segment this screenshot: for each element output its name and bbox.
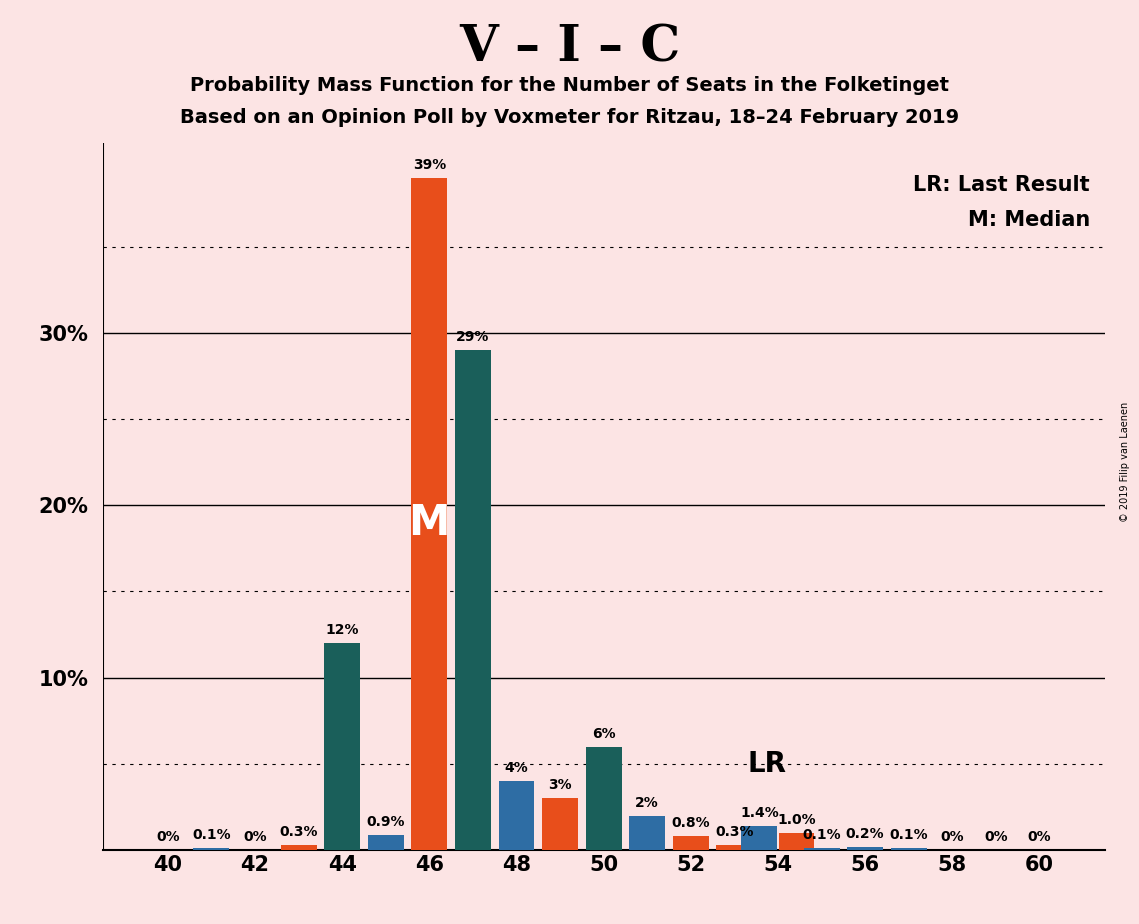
Text: 39%: 39% [412,158,446,172]
Bar [325,643,360,850]
Text: M: Median: M: Median [967,211,1090,230]
Text: 29%: 29% [457,330,490,344]
Text: 4%: 4% [505,761,528,775]
Text: 12%: 12% [326,623,359,638]
Text: 0%: 0% [156,830,180,844]
Bar [847,846,883,850]
Text: 0%: 0% [984,830,1008,844]
Text: LR: LR [747,750,787,778]
Text: 0%: 0% [1027,830,1051,844]
Text: Based on an Opinion Poll by Voxmeter for Ritzau, 18–24 February 2019: Based on an Opinion Poll by Voxmeter for… [180,108,959,128]
Text: V – I – C: V – I – C [459,23,680,72]
Bar [891,848,927,850]
Text: 0.1%: 0.1% [192,828,231,843]
Bar [542,798,579,850]
Bar [585,747,622,850]
Text: 0.9%: 0.9% [367,815,405,829]
Text: 1.4%: 1.4% [740,806,779,820]
Bar [194,848,229,850]
Bar [779,833,814,850]
Bar [716,845,753,850]
Text: 6%: 6% [592,726,615,741]
Text: 3%: 3% [548,778,572,792]
Text: 0.8%: 0.8% [672,816,710,831]
Bar [741,826,778,850]
Bar [804,848,839,850]
Text: 0.3%: 0.3% [715,825,754,839]
Text: © 2019 Filip van Laenen: © 2019 Filip van Laenen [1120,402,1130,522]
Bar [629,816,665,850]
Text: 0.1%: 0.1% [890,828,928,843]
Text: 0.2%: 0.2% [846,827,885,841]
Text: 0.1%: 0.1% [802,828,841,843]
Text: 0%: 0% [244,830,267,844]
Bar [368,834,403,850]
Text: Probability Mass Function for the Number of Seats in the Folketinget: Probability Mass Function for the Number… [190,76,949,95]
Text: M: M [409,502,450,543]
Text: 2%: 2% [636,796,659,809]
Bar [280,845,317,850]
Bar [411,177,448,850]
Bar [454,350,491,850]
Text: LR: Last Result: LR: Last Result [913,175,1090,195]
Text: 0.3%: 0.3% [279,825,318,839]
Bar [673,836,708,850]
Bar [499,781,534,850]
Text: 0%: 0% [941,830,964,844]
Text: 1.0%: 1.0% [777,813,816,827]
